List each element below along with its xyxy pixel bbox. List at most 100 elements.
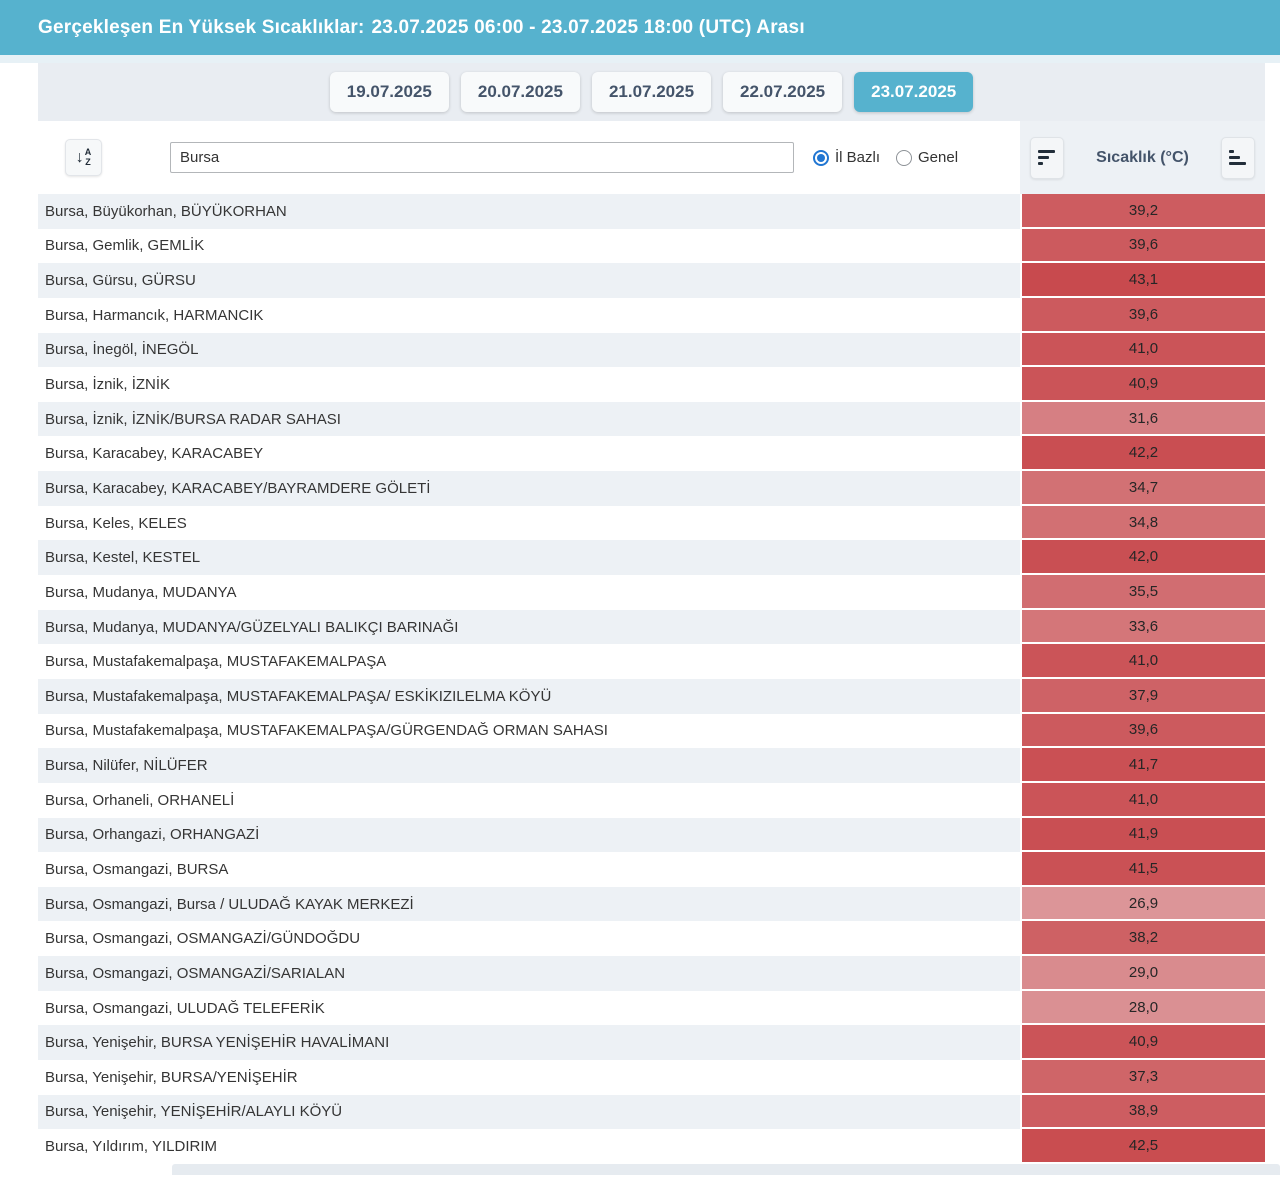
station-name-cell: Bursa, Osmangazi, BURSA xyxy=(38,852,1020,887)
temperature-cell: 41,0 xyxy=(1020,782,1265,818)
station-name-cell: Bursa, Büyükorhan, BÜYÜKORHAN xyxy=(38,194,1020,229)
table-row: Bursa, Büyükorhan, BÜYÜKORHAN 39,2 xyxy=(38,194,1265,229)
temperature-cell: 41,9 xyxy=(1020,817,1265,853)
temperature-cell: 34,7 xyxy=(1020,471,1265,506)
station-name-cell: Bursa, Karacabey, KARACABEY/BAYRAMDERE G… xyxy=(38,471,1020,506)
temperature-cell: 37,3 xyxy=(1020,1060,1265,1095)
page-title-date-range: 23.07.2025 06:00 - 23.07.2025 18:00 (UTC… xyxy=(371,16,805,38)
sort-asc-icon xyxy=(1229,150,1234,153)
temperature-cell: 26,9 xyxy=(1020,886,1265,922)
tab-20-07-2025[interactable]: 20.07.2025 xyxy=(460,72,580,112)
table-row: Bursa, Yıldırım, YILDIRIM 42,5 xyxy=(38,1129,1265,1164)
station-name-cell: Bursa, Harmancık, HARMANCIK xyxy=(38,297,1020,333)
table-row: Bursa, Harmancık, HARMANCIK 39,6 xyxy=(38,297,1265,333)
station-name-cell: Bursa, İznik, İZNİK xyxy=(38,367,1020,402)
filter-row: ↓ AZ İl Bazlı Genel Sıcakl xyxy=(38,121,1265,194)
temperature-cell: 42,5 xyxy=(1020,1129,1265,1164)
tab-22-07-2025[interactable]: 22.07.2025 xyxy=(723,72,843,112)
table-row: Bursa, Mudanya, MUDANYA/GÜZELYALI BALIKÇ… xyxy=(38,609,1265,645)
temperature-column-title: Sıcaklık (°C) xyxy=(1096,148,1189,166)
radio-selected-icon[interactable] xyxy=(813,149,829,166)
station-name-cell: Bursa, Gürsu, GÜRSU xyxy=(38,263,1020,298)
temperature-cell: 40,9 xyxy=(1020,1025,1265,1061)
radio-unselected-icon[interactable] xyxy=(896,149,913,166)
station-name-cell: Bursa, Mustafakemalpaşa, MUSTAFAKEMALPAŞ… xyxy=(38,713,1020,749)
station-name-cell: Bursa, Nilüfer, NİLÜFER xyxy=(38,748,1020,783)
table-row: Bursa, Karacabey, KARACABEY 42,2 xyxy=(38,436,1265,472)
table-row: Bursa, İznik, İZNİK 40,9 xyxy=(38,367,1265,402)
table-row: Bursa, Gürsu, GÜRSU 43,1 xyxy=(38,263,1265,298)
station-name-cell: Bursa, Mustafakemalpaşa, MUSTAFAKEMALPAŞ… xyxy=(38,678,1020,714)
table-row: Bursa, Mustafakemalpaşa, MUSTAFAKEMALPAŞ… xyxy=(38,713,1265,749)
temperature-cell: 41,0 xyxy=(1020,644,1265,679)
station-name-cell: Bursa, Yıldırım, YILDIRIM xyxy=(38,1129,1020,1164)
radio-genel-label: Genel xyxy=(918,149,959,166)
temperature-cell: 39,6 xyxy=(1020,228,1265,264)
temperature-cell: 33,6 xyxy=(1020,609,1265,645)
sort-desc-icon xyxy=(1038,150,1055,153)
table-row: Bursa, İznik, İZNİK/BURSA RADAR SAHASI 3… xyxy=(38,401,1265,437)
temperature-cell: 38,2 xyxy=(1020,921,1265,957)
page-title-bar: Gerçekleşen En Yüksek Sıcaklıklar: 23.07… xyxy=(0,0,1280,55)
table-row: Bursa, Orhangazi, ORHANGAZİ 41,9 xyxy=(38,817,1265,853)
table-row: Bursa, İnegöl, İNEGÖL 41,0 xyxy=(38,332,1265,368)
station-search-input[interactable] xyxy=(170,142,794,173)
station-name-cell: Bursa, İnegöl, İNEGÖL xyxy=(38,332,1020,368)
temperature-cell: 28,0 xyxy=(1020,990,1265,1026)
date-tab-bar: 19.07.2025 20.07.2025 21.07.2025 22.07.2… xyxy=(38,63,1265,121)
temperature-column-header: Sıcaklık (°C) xyxy=(1020,121,1265,194)
temperature-cell: 39,6 xyxy=(1020,297,1265,333)
temperature-cell: 41,0 xyxy=(1020,332,1265,368)
temperature-cell: 42,0 xyxy=(1020,540,1265,576)
next-section-edge xyxy=(172,1163,1280,1175)
sort-alpha-down-icon: ↓ xyxy=(75,148,84,166)
radio-il-bazli-label: İl Bazlı xyxy=(835,149,881,166)
station-name-cell: Bursa, Osmangazi, OSMANGAZİ/SARIALAN xyxy=(38,956,1020,991)
station-name-cell: Bursa, Gemlik, GEMLİK xyxy=(38,228,1020,264)
station-name-cell: Bursa, Osmangazi, OSMANGAZİ/GÜNDOĞDU xyxy=(38,921,1020,957)
temperature-cell: 40,9 xyxy=(1020,367,1265,402)
table-row: Bursa, Kestel, KESTEL 42,0 xyxy=(38,540,1265,576)
temperature-cell: 43,1 xyxy=(1020,263,1265,298)
temperature-cell: 38,9 xyxy=(1020,1094,1265,1130)
station-table-body: Bursa, Büyükorhan, BÜYÜKORHAN 39,2 Bursa… xyxy=(38,194,1265,1164)
radio-genel[interactable]: Genel xyxy=(896,149,958,166)
temperature-cell: 39,6 xyxy=(1020,713,1265,749)
station-name-cell: Bursa, Yenişehir, BURSA/YENİŞEHİR xyxy=(38,1060,1020,1095)
table-row: Bursa, Yenişehir, BURSA/YENİŞEHİR 37,3 xyxy=(38,1060,1265,1095)
sort-descending-button[interactable] xyxy=(1030,136,1064,179)
temperature-cell: 41,7 xyxy=(1020,748,1265,783)
radio-il-bazli[interactable]: İl Bazlı xyxy=(813,149,880,166)
temperature-cell: 37,9 xyxy=(1020,678,1265,714)
scope-radio-group: İl Bazlı Genel xyxy=(813,149,958,166)
temperature-cell: 29,0 xyxy=(1020,956,1265,991)
station-name-cell: Bursa, Karacabey, KARACABEY xyxy=(38,436,1020,472)
header-divider-strip xyxy=(0,55,1280,63)
station-name-cell: Bursa, Mustafakemalpaşa, MUSTAFAKEMALPAŞ… xyxy=(38,644,1020,679)
station-name-cell: Bursa, Osmangazi, Bursa / ULUDAĞ KAYAK M… xyxy=(38,886,1020,922)
station-name-cell: Bursa, Keles, KELES xyxy=(38,505,1020,541)
table-row: Bursa, Osmangazi, ULUDAĞ TELEFERİK 28,0 xyxy=(38,990,1265,1026)
station-name-cell: Bursa, İznik, İZNİK/BURSA RADAR SAHASI xyxy=(38,401,1020,437)
tab-23-07-2025-active[interactable]: 23.07.2025 xyxy=(854,72,974,112)
page-title: Gerçekleşen En Yüksek Sıcaklıklar: xyxy=(38,16,365,38)
sort-ascending-button[interactable] xyxy=(1221,136,1255,179)
table-row: Bursa, Nilüfer, NİLÜFER 41,7 xyxy=(38,748,1265,783)
table-row: Bursa, Mudanya, MUDANYA 35,5 xyxy=(38,575,1265,610)
station-name-cell: Bursa, Mudanya, MUDANYA xyxy=(38,575,1020,610)
tab-21-07-2025[interactable]: 21.07.2025 xyxy=(591,72,712,112)
table-row: Bursa, Yenişehir, BURSA YENİŞEHİR HAVALİ… xyxy=(38,1025,1265,1061)
table-row: Bursa, Mustafakemalpaşa, MUSTAFAKEMALPAŞ… xyxy=(38,644,1265,679)
station-name-cell: Bursa, Orhaneli, ORHANELİ xyxy=(38,782,1020,818)
station-name-cell: Bursa, Kestel, KESTEL xyxy=(38,540,1020,576)
table-row: Bursa, Osmangazi, Bursa / ULUDAĞ KAYAK M… xyxy=(38,886,1265,922)
station-name-cell: Bursa, Mudanya, MUDANYA/GÜZELYALI BALIKÇ… xyxy=(38,609,1020,645)
tab-19-07-2025[interactable]: 19.07.2025 xyxy=(329,72,449,112)
station-name-cell: Bursa, Orhangazi, ORHANGAZİ xyxy=(38,817,1020,853)
content-container: 19.07.2025 20.07.2025 21.07.2025 22.07.2… xyxy=(38,63,1265,1164)
table-row: Bursa, Osmangazi, BURSA 41,5 xyxy=(38,852,1265,887)
temperature-cell: 35,5 xyxy=(1020,575,1265,610)
table-row: Bursa, Gemlik, GEMLİK 39,6 xyxy=(38,228,1265,264)
